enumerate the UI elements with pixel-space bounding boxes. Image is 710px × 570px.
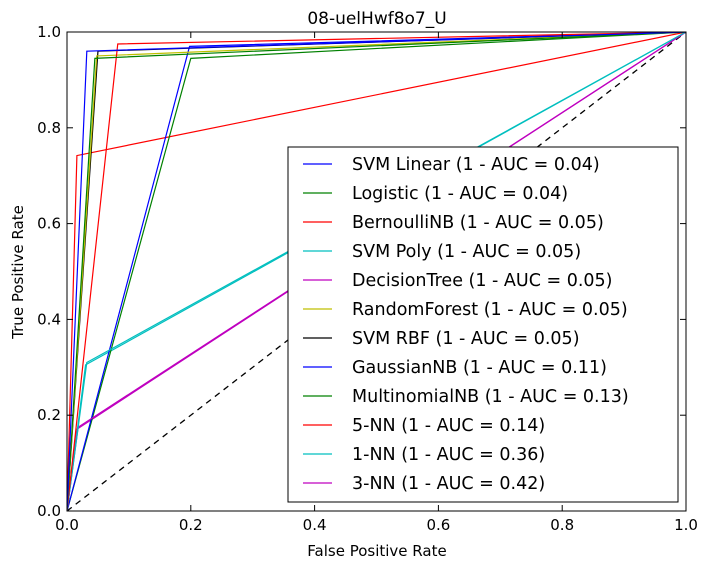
legend-label-7: SVM RBF (1 - AUC = 0.05) bbox=[352, 329, 580, 349]
chart-title: 08-uelHwf8o7_U bbox=[307, 9, 446, 29]
x-tick-label: 0.8 bbox=[550, 516, 574, 534]
series-line-2 bbox=[67, 32, 686, 511]
legend-label-1: SVM Linear (1 - AUC = 0.04) bbox=[352, 155, 600, 175]
series-line-1 bbox=[67, 32, 686, 511]
x-tick-label: 0.2 bbox=[179, 516, 203, 534]
x-tick-label: 1.0 bbox=[674, 516, 698, 534]
y-tick-label: 0.6 bbox=[37, 215, 61, 233]
y-tick-label: 0.0 bbox=[37, 502, 61, 520]
legend-label-10: 5-NN (1 - AUC = 0.14) bbox=[352, 416, 545, 436]
series-line-4 bbox=[67, 32, 686, 511]
legend-label-9: MultinomialNB (1 - AUC = 0.13) bbox=[352, 387, 629, 407]
y-axis-label: True Positive Rate bbox=[9, 205, 27, 340]
x-tick-label: 0.6 bbox=[426, 516, 450, 534]
legend-label-12: 3-NN (1 - AUC = 0.42) bbox=[352, 474, 545, 494]
y-tick-label: 0.4 bbox=[37, 310, 61, 328]
series-line-10 bbox=[67, 32, 686, 511]
y-tick-label: 0.2 bbox=[37, 406, 61, 424]
legend-label-8: GaussianNB (1 - AUC = 0.11) bbox=[352, 358, 607, 378]
legend: SVM Linear (1 - AUC = 0.04) Logistic (1 -… bbox=[287, 146, 679, 503]
legend-label-5: DecisionTree (1 - AUC = 0.05) bbox=[352, 271, 613, 291]
chance-diagonal-line bbox=[67, 32, 686, 511]
legend-label-6: RandomForest (1 - AUC = 0.05) bbox=[352, 300, 628, 320]
axes-frame bbox=[66, 31, 687, 512]
series-line-9 bbox=[67, 32, 686, 511]
legend-label-4: SVM Poly (1 - AUC = 0.05) bbox=[352, 242, 581, 262]
series-line-3 bbox=[67, 32, 686, 511]
x-tick-label: 0.0 bbox=[55, 516, 79, 534]
legend-label-11: 1-NN (1 - AUC = 0.36) bbox=[352, 445, 545, 465]
legend-label-2: Logistic (1 - AUC = 0.04) bbox=[352, 184, 568, 204]
x-tick-label: 0.4 bbox=[303, 516, 327, 534]
x-axis-label: False Positive Rate bbox=[307, 542, 446, 560]
legend-box bbox=[287, 146, 679, 503]
axes: 0.00.0 0.2 0.2 0.4 0.4 0.6 0.6 0.8 0.8 1.0 1.0 bbox=[37, 23, 698, 534]
legend-label-3: BernoulliNB (1 - AUC = 0.05) bbox=[352, 213, 604, 233]
y-tick-label: 0.8 bbox=[37, 119, 61, 137]
y-tick-label: 1.0 bbox=[37, 23, 61, 41]
